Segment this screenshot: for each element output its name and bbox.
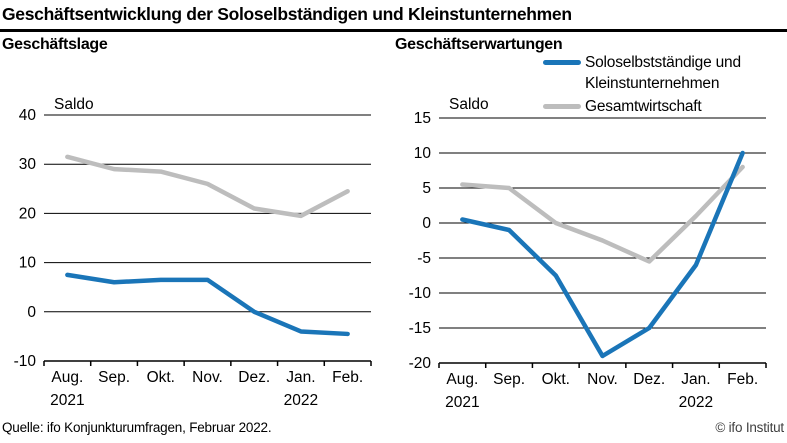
chart-title-geschaeftserwartungen: Geschäftserwartungen	[395, 36, 563, 53]
geschaeftserwartungen-chart: 15 10 5 0 -5 -10 -15 -20 Aug. Sep. Okt. Nov. Dez. Jan…	[409, 96, 767, 411]
series-line-gesamtwirtschaft	[460, 164, 745, 264]
x-tick-label: Dez.	[633, 371, 665, 388]
y-tick-label: -10	[14, 353, 37, 370]
x-tick-label: Nov.	[192, 369, 223, 386]
legend-label-gesamtwirtschaft: Gesamtwirtschaft	[585, 98, 702, 115]
y-tick-label: -5	[417, 250, 431, 267]
y-tick-label: -10	[409, 285, 432, 302]
year-label: 2022	[284, 392, 318, 409]
series-line-soloselbststaendige	[65, 272, 350, 337]
x-tick-label: Feb.	[727, 371, 758, 388]
year-label: 2021	[50, 392, 84, 409]
y-tick-label: 0	[27, 304, 36, 321]
x-tick-label: Aug.	[446, 371, 478, 388]
x-tick-label: Okt.	[147, 369, 175, 386]
chart-legend: Soloselbstständige und Kleinstunternehme…	[543, 52, 773, 119]
series-line-gesamtwirtschaft	[65, 154, 350, 219]
saldo-label: Saldo	[54, 96, 94, 113]
x-tick-label: Feb.	[332, 369, 363, 386]
y-tick-label: 20	[19, 205, 37, 222]
page-title: Geschäftsentwicklung der Soloselbständig…	[2, 4, 572, 24]
chart-title-geschaeftslage: Geschäftslage	[2, 36, 108, 53]
legend-item-gesamtwirtschaft: Gesamtwirtschaft	[543, 96, 773, 117]
y-tick-label: 40	[19, 107, 37, 124]
saldo-label: Saldo	[449, 96, 489, 113]
x-tick-label: Sep.	[493, 371, 525, 388]
geschaeftslage-chart: 40 30 20 10 0 -10 Aug. Sep. Okt. Nov. Dez. Jan. Feb.…	[14, 96, 372, 409]
y-tick-label: 15	[414, 110, 431, 127]
x-tick-label: Okt.	[542, 371, 570, 388]
copyright-note: © ifo Institut	[715, 420, 784, 435]
y-tick-label: 30	[19, 156, 37, 173]
y-tick-label: 0	[422, 215, 431, 232]
x-tick-label: Sep.	[98, 369, 130, 386]
y-tick-label: -20	[409, 355, 432, 372]
x-tick-label: Dez.	[238, 369, 270, 386]
title-rule	[0, 29, 787, 32]
x-tick-label: Aug.	[51, 369, 83, 386]
legend-item-soloselbststaendige: Soloselbstständige und Kleinstunternehme…	[543, 52, 773, 94]
x-tick-label: Jan.	[286, 369, 315, 386]
y-tick-label: 10	[414, 145, 432, 162]
legend-line-gray-icon	[543, 104, 581, 109]
legend-label-soloselbststaendige: Soloselbstständige und Kleinstunternehme…	[585, 54, 741, 92]
series-line-soloselbststaendige	[460, 150, 745, 359]
x-tick-label: Jan.	[681, 371, 710, 388]
x-tick-label: Nov.	[587, 371, 618, 388]
legend-line-blue-icon	[543, 60, 581, 65]
y-tick-label: 5	[422, 180, 431, 197]
source-note: Quelle: ifo Konjunkturumfragen, Februar …	[2, 420, 272, 435]
y-tick-label: -15	[409, 320, 431, 337]
year-label: 2021	[445, 394, 479, 411]
year-label: 2022	[679, 394, 713, 411]
y-tick-label: 10	[19, 255, 37, 272]
